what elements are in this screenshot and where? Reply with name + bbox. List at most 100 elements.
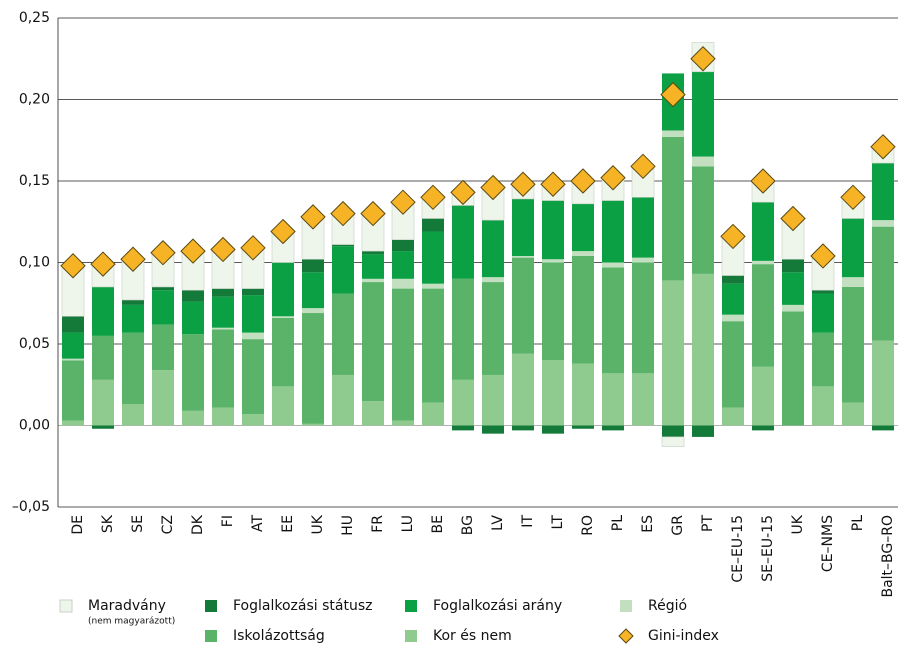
bar-segment xyxy=(872,220,894,227)
bar-segment xyxy=(152,370,174,426)
bar-segment xyxy=(572,251,594,256)
bar-segment xyxy=(782,304,804,312)
bar-segment xyxy=(872,163,894,221)
bar-segment xyxy=(452,379,474,426)
bar-segment xyxy=(752,264,774,367)
bar-segment xyxy=(632,197,654,258)
bar-segment xyxy=(722,321,744,408)
bar-segment xyxy=(122,304,144,333)
x-tick-label: CZ xyxy=(160,515,176,534)
x-tick-label: PL xyxy=(610,515,626,531)
bar-segment xyxy=(272,316,294,318)
bar-segment xyxy=(662,280,684,426)
gini-marker xyxy=(420,184,446,211)
bar-segment xyxy=(362,254,384,279)
x-tick-label: UK xyxy=(310,514,326,534)
legend-swatch xyxy=(405,600,417,612)
bar-segment xyxy=(422,288,444,403)
gini-marker xyxy=(90,251,116,277)
x-tick-label: UK xyxy=(790,514,806,534)
bar-segment xyxy=(152,286,174,291)
legend-swatch xyxy=(59,599,73,613)
bar-segment xyxy=(602,425,624,431)
bar-segment xyxy=(452,425,474,431)
bar-segment xyxy=(722,314,744,322)
gini-marker xyxy=(180,238,206,264)
gini-marker xyxy=(480,174,506,201)
y-tick-label: 0,10 xyxy=(19,255,50,271)
bar-segment xyxy=(362,282,384,402)
bar-segment xyxy=(692,425,714,437)
bar-segment xyxy=(302,313,324,424)
bar-segment xyxy=(842,286,864,403)
gini-marker xyxy=(750,168,776,194)
x-tick-label: BE xyxy=(430,515,446,533)
gini-marker xyxy=(240,235,266,261)
gini-marker xyxy=(540,171,566,197)
bar-segment xyxy=(542,200,564,260)
gini-marker xyxy=(360,200,386,227)
bar-segment xyxy=(242,288,264,296)
bar-segment xyxy=(782,259,804,273)
legend-label: Kor és nem xyxy=(433,628,512,644)
bar-segment xyxy=(482,425,504,434)
bar-segment xyxy=(392,420,414,426)
gini-marker xyxy=(330,200,356,227)
bar-segment xyxy=(92,335,114,380)
x-tick-label: FI xyxy=(220,515,236,527)
legend-note: (nem magyarázott) xyxy=(88,617,175,627)
bar-segment xyxy=(422,283,444,289)
x-tick-label: PT xyxy=(700,515,716,532)
gini-marker xyxy=(780,205,806,232)
y-tick-label: –0,05 xyxy=(12,499,50,515)
gini-marker xyxy=(840,184,866,211)
bar-segment xyxy=(572,255,594,364)
bar-segment xyxy=(692,71,714,157)
legend-label: Régió xyxy=(648,598,687,614)
bar-segment xyxy=(332,246,354,294)
bar-segment xyxy=(362,251,384,255)
bar-segment xyxy=(692,166,714,274)
bar-segment xyxy=(152,290,174,325)
bar-segment xyxy=(182,301,204,335)
y-tick-label: 0,20 xyxy=(19,92,50,108)
legend-label: Maradvány xyxy=(88,598,166,614)
bar-segment xyxy=(722,407,744,426)
x-tick-label: SE xyxy=(130,515,146,533)
bar-segment xyxy=(152,324,174,371)
x-tick-label: BG xyxy=(460,515,476,535)
bar-segment xyxy=(872,425,894,431)
gini-marker xyxy=(810,243,836,269)
bar-segment xyxy=(512,198,534,256)
gini-marker xyxy=(660,81,686,108)
x-tick-label: EE xyxy=(280,515,296,533)
x-tick-label: ES xyxy=(640,515,656,533)
legend-label: Iskolázottság xyxy=(233,628,325,644)
bar-segment xyxy=(62,360,84,421)
x-tick-label: IT xyxy=(520,515,536,528)
bar-segment xyxy=(572,425,594,429)
bar-segment xyxy=(752,202,774,261)
x-tick-label: LT xyxy=(550,515,566,530)
bar-segment xyxy=(392,239,414,252)
bar-segment xyxy=(212,327,234,330)
bar-segment xyxy=(242,295,264,333)
y-tick-label: 0,00 xyxy=(19,418,50,434)
bar-segment xyxy=(542,262,564,361)
bar-segment xyxy=(662,425,684,437)
bar-segment xyxy=(182,410,204,426)
gini-marker xyxy=(120,246,146,272)
bar-segment xyxy=(752,366,774,426)
legend-label: Foglalkozási státusz xyxy=(233,598,372,614)
x-tick-label: PL xyxy=(850,515,866,531)
bar-segment xyxy=(182,290,204,302)
gini-marker xyxy=(300,204,326,230)
bar-segment xyxy=(752,425,774,431)
bar-segment xyxy=(302,308,324,314)
bar-segment xyxy=(92,286,114,336)
bar-segment xyxy=(302,423,324,426)
gini-marker xyxy=(720,223,746,250)
bar-segment xyxy=(872,340,894,426)
bar-segment xyxy=(452,278,474,380)
bar-segment xyxy=(182,334,204,411)
